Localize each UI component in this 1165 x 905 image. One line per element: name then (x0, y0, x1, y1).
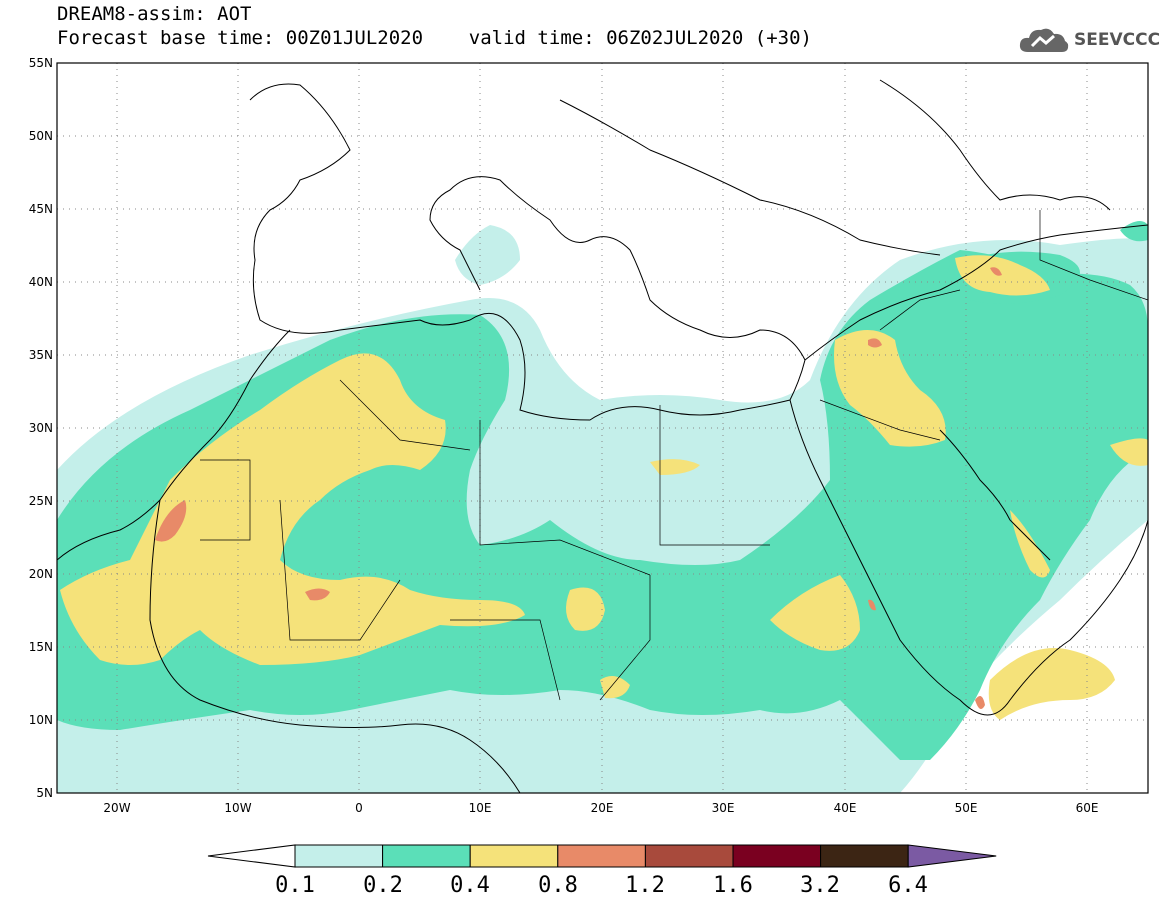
lat-label: 50N (29, 129, 53, 143)
logo-text: SEEVCCC (1074, 30, 1161, 50)
country-borders (200, 210, 1149, 701)
colorbar-segment (732, 844, 822, 868)
lon-label: 10E (469, 801, 492, 815)
lon-label: 50E (955, 801, 978, 815)
lon-label: 20W (103, 801, 130, 815)
lat-label: 5N (36, 786, 53, 800)
aot-level-0.4 (60, 255, 1148, 720)
lat-axis: 55N 50N 45N 40N 35N 30N 25N 20N 15N 10N … (29, 56, 53, 800)
lon-label: 40E (834, 801, 857, 815)
lon-label: 20E (591, 801, 614, 815)
lat-label: 25N (29, 494, 53, 508)
colorbar-segment (644, 844, 734, 868)
colorbar-label: 3.2 (800, 873, 840, 898)
lat-label: 55N (29, 56, 53, 70)
colorbar-label: 0.8 (538, 873, 578, 898)
colorbar-segment (557, 844, 646, 868)
map-frame (56, 62, 1149, 794)
chart-subtitle: Forecast base time: 00Z01JUL2020 valid t… (57, 27, 812, 49)
seevccc-logo: SEEVCCC (1018, 24, 1161, 56)
chart-title: DREAM8-assim: AOT (57, 3, 252, 25)
lon-label: 30E (712, 801, 735, 815)
lon-label: 0 (355, 801, 363, 815)
lat-label: 20N (29, 567, 53, 581)
colorbar-segment (469, 844, 559, 868)
lon-label: 10W (224, 801, 251, 815)
colorbar-label: 1.2 (625, 873, 665, 898)
colorbar-label: 6.4 (888, 873, 928, 898)
colorbar-labels: 0.1 0.2 0.4 0.8 1.2 1.6 3.2 6.4 (275, 873, 928, 898)
lat-label: 15N (29, 640, 53, 654)
colorbar-arrow-low (207, 844, 296, 868)
cloud-icon (1019, 28, 1069, 52)
colorbar-segment (382, 844, 471, 868)
colorbar-label: 0.2 (363, 873, 403, 898)
coastlines (57, 79, 1148, 793)
colorbar-label: 0.1 (275, 873, 315, 898)
lat-label: 40N (29, 275, 53, 289)
colorbar-label: 1.6 (713, 873, 753, 898)
lon-label: 60E (1076, 801, 1099, 815)
lat-label: 35N (29, 348, 53, 362)
lat-label: 30N (29, 421, 53, 435)
aot-field (57, 221, 1148, 793)
colorbar-segment (294, 844, 384, 868)
lat-label: 10N (29, 713, 53, 727)
lon-axis: 20W 10W 0 10E 20E 30E 40E 50E 60E (103, 801, 1098, 815)
colorbar-segment (820, 844, 909, 868)
colorbar-label: 0.4 (450, 873, 490, 898)
aot-level-0.8 (155, 267, 1002, 709)
colorbar-arrow-high (907, 844, 997, 868)
lat-label: 45N (29, 202, 53, 216)
colorbar-segments (207, 844, 997, 868)
